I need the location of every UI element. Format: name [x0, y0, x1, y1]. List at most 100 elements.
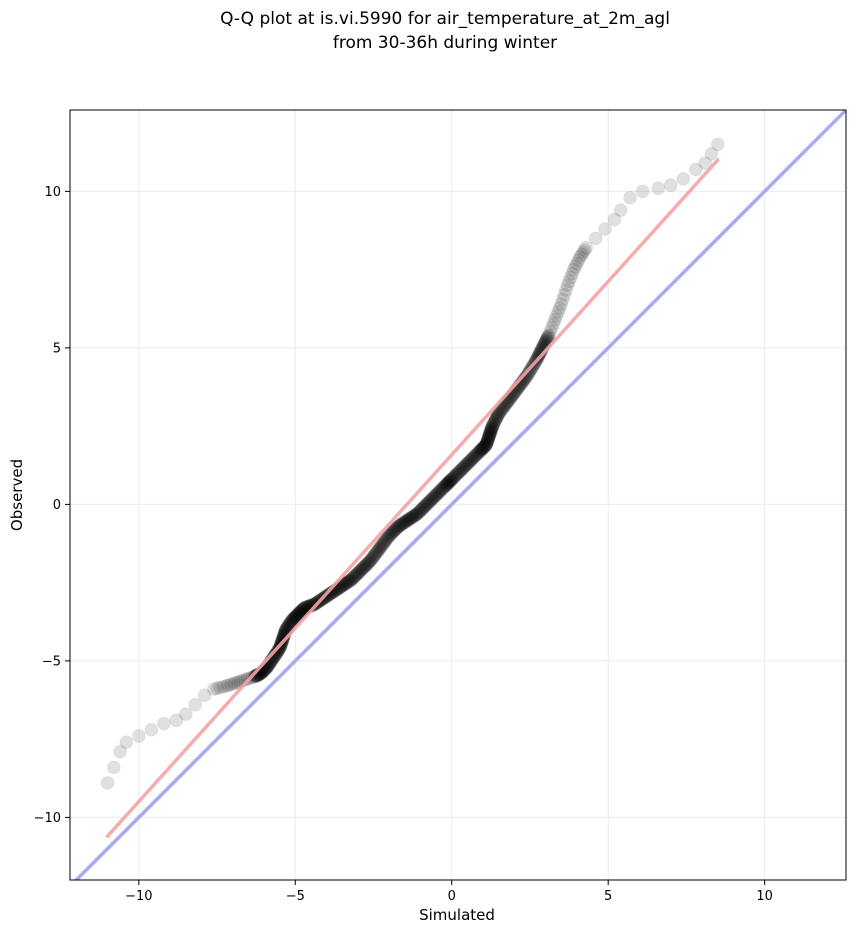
- qq-point: [388, 522, 403, 537]
- chart-title-line-1: Q-Q plot at is.vi.5990 for air_temperatu…: [220, 9, 670, 29]
- qq-point: [282, 616, 297, 631]
- qq-point: [484, 421, 499, 436]
- qq-point: [494, 403, 509, 418]
- qq-point: [458, 458, 473, 473]
- qq-point: [371, 543, 386, 557]
- qq-point: [206, 682, 221, 697]
- x-axis-ticks: −10 −5 0 5 10: [125, 880, 773, 904]
- qq-point: [362, 555, 377, 570]
- qq-point: [464, 452, 479, 467]
- qq-point: [390, 520, 405, 535]
- qq-point: [380, 530, 395, 545]
- qq-point: [433, 483, 448, 498]
- qq-point: [480, 433, 495, 448]
- qq-point: [271, 643, 286, 658]
- qq-point: [359, 557, 374, 572]
- qq-point: [422, 494, 437, 509]
- qq-point: [443, 473, 458, 488]
- qq-point: [355, 561, 370, 576]
- qq-point: [270, 644, 285, 659]
- qq-point: [450, 466, 465, 481]
- qq-point: [113, 744, 128, 759]
- qq-point: [443, 473, 458, 488]
- qq-point: [363, 553, 378, 568]
- qq-point: [407, 508, 422, 523]
- qq-point: [651, 181, 666, 196]
- qq-point: [386, 524, 401, 539]
- qq-point: [416, 500, 431, 515]
- qq-point: [221, 678, 236, 693]
- qq-point: [361, 555, 376, 570]
- qq-point: [400, 513, 415, 528]
- qq-point: [623, 190, 638, 205]
- qq-point: [365, 551, 380, 566]
- qq-point: [285, 613, 300, 628]
- qq-point: [489, 410, 504, 425]
- qq-point: [348, 568, 363, 583]
- qq-point: [394, 517, 409, 532]
- qq-point: [483, 425, 498, 440]
- qq-point: [415, 502, 430, 517]
- qq-point: [588, 231, 603, 246]
- qq-point: [395, 516, 410, 531]
- qq-point: [398, 514, 413, 529]
- qq-point: [544, 320, 559, 335]
- qq-point: [336, 577, 351, 592]
- qq-point: [403, 511, 418, 526]
- qq-point: [292, 605, 307, 620]
- qq-point: [468, 448, 483, 463]
- qq-point: [569, 256, 584, 271]
- qq-point: [474, 442, 489, 457]
- qq-point: [540, 330, 555, 345]
- qq-point: [216, 679, 231, 694]
- qq-point: [451, 465, 466, 480]
- qq-point: [477, 439, 492, 454]
- qq-point: [224, 677, 239, 692]
- qq-point: [156, 716, 171, 731]
- qq-point: [354, 563, 368, 578]
- x-tick-label: 0: [448, 889, 456, 904]
- qq-point: [400, 513, 415, 528]
- qq-point: [289, 608, 304, 623]
- qq-point: [369, 545, 384, 560]
- qq-point: [370, 543, 385, 558]
- qq-point: [375, 537, 390, 552]
- qq-point: [379, 532, 394, 547]
- qq-point: [378, 533, 393, 548]
- qq-point: [290, 608, 305, 623]
- qq-point: [446, 471, 461, 486]
- qq-point: [295, 602, 310, 617]
- qq-point: [452, 464, 467, 479]
- qq-point: [495, 401, 510, 416]
- qq-point: [482, 429, 497, 444]
- qq-point: [485, 418, 500, 433]
- qq-point: [457, 459, 472, 474]
- qq-point: [413, 504, 428, 519]
- qq-point: [287, 610, 302, 625]
- qq-point: [281, 618, 296, 633]
- qq-point: [282, 617, 297, 632]
- qq-point: [476, 440, 491, 455]
- qq-point: [466, 450, 481, 465]
- qq-point: [444, 472, 459, 487]
- qq-point: [408, 507, 423, 522]
- qq-point: [320, 588, 335, 603]
- qq-point: [548, 312, 562, 327]
- qq-point: [461, 455, 476, 470]
- qq-point: [480, 435, 495, 450]
- qq-point: [429, 487, 444, 502]
- qq-point: [539, 332, 554, 347]
- qq-point: [406, 509, 421, 524]
- qq-point: [438, 478, 453, 493]
- qq-point: [366, 549, 381, 564]
- qq-point: [343, 573, 358, 588]
- qq-point: [426, 490, 441, 505]
- qq-point: [482, 427, 497, 442]
- qq-point: [440, 476, 455, 491]
- qq-point: [454, 462, 469, 477]
- qq-point: [467, 449, 482, 464]
- qq-point: [391, 519, 406, 534]
- qq-point: [394, 517, 409, 532]
- qq-point: [435, 481, 450, 496]
- qq-point: [554, 297, 569, 312]
